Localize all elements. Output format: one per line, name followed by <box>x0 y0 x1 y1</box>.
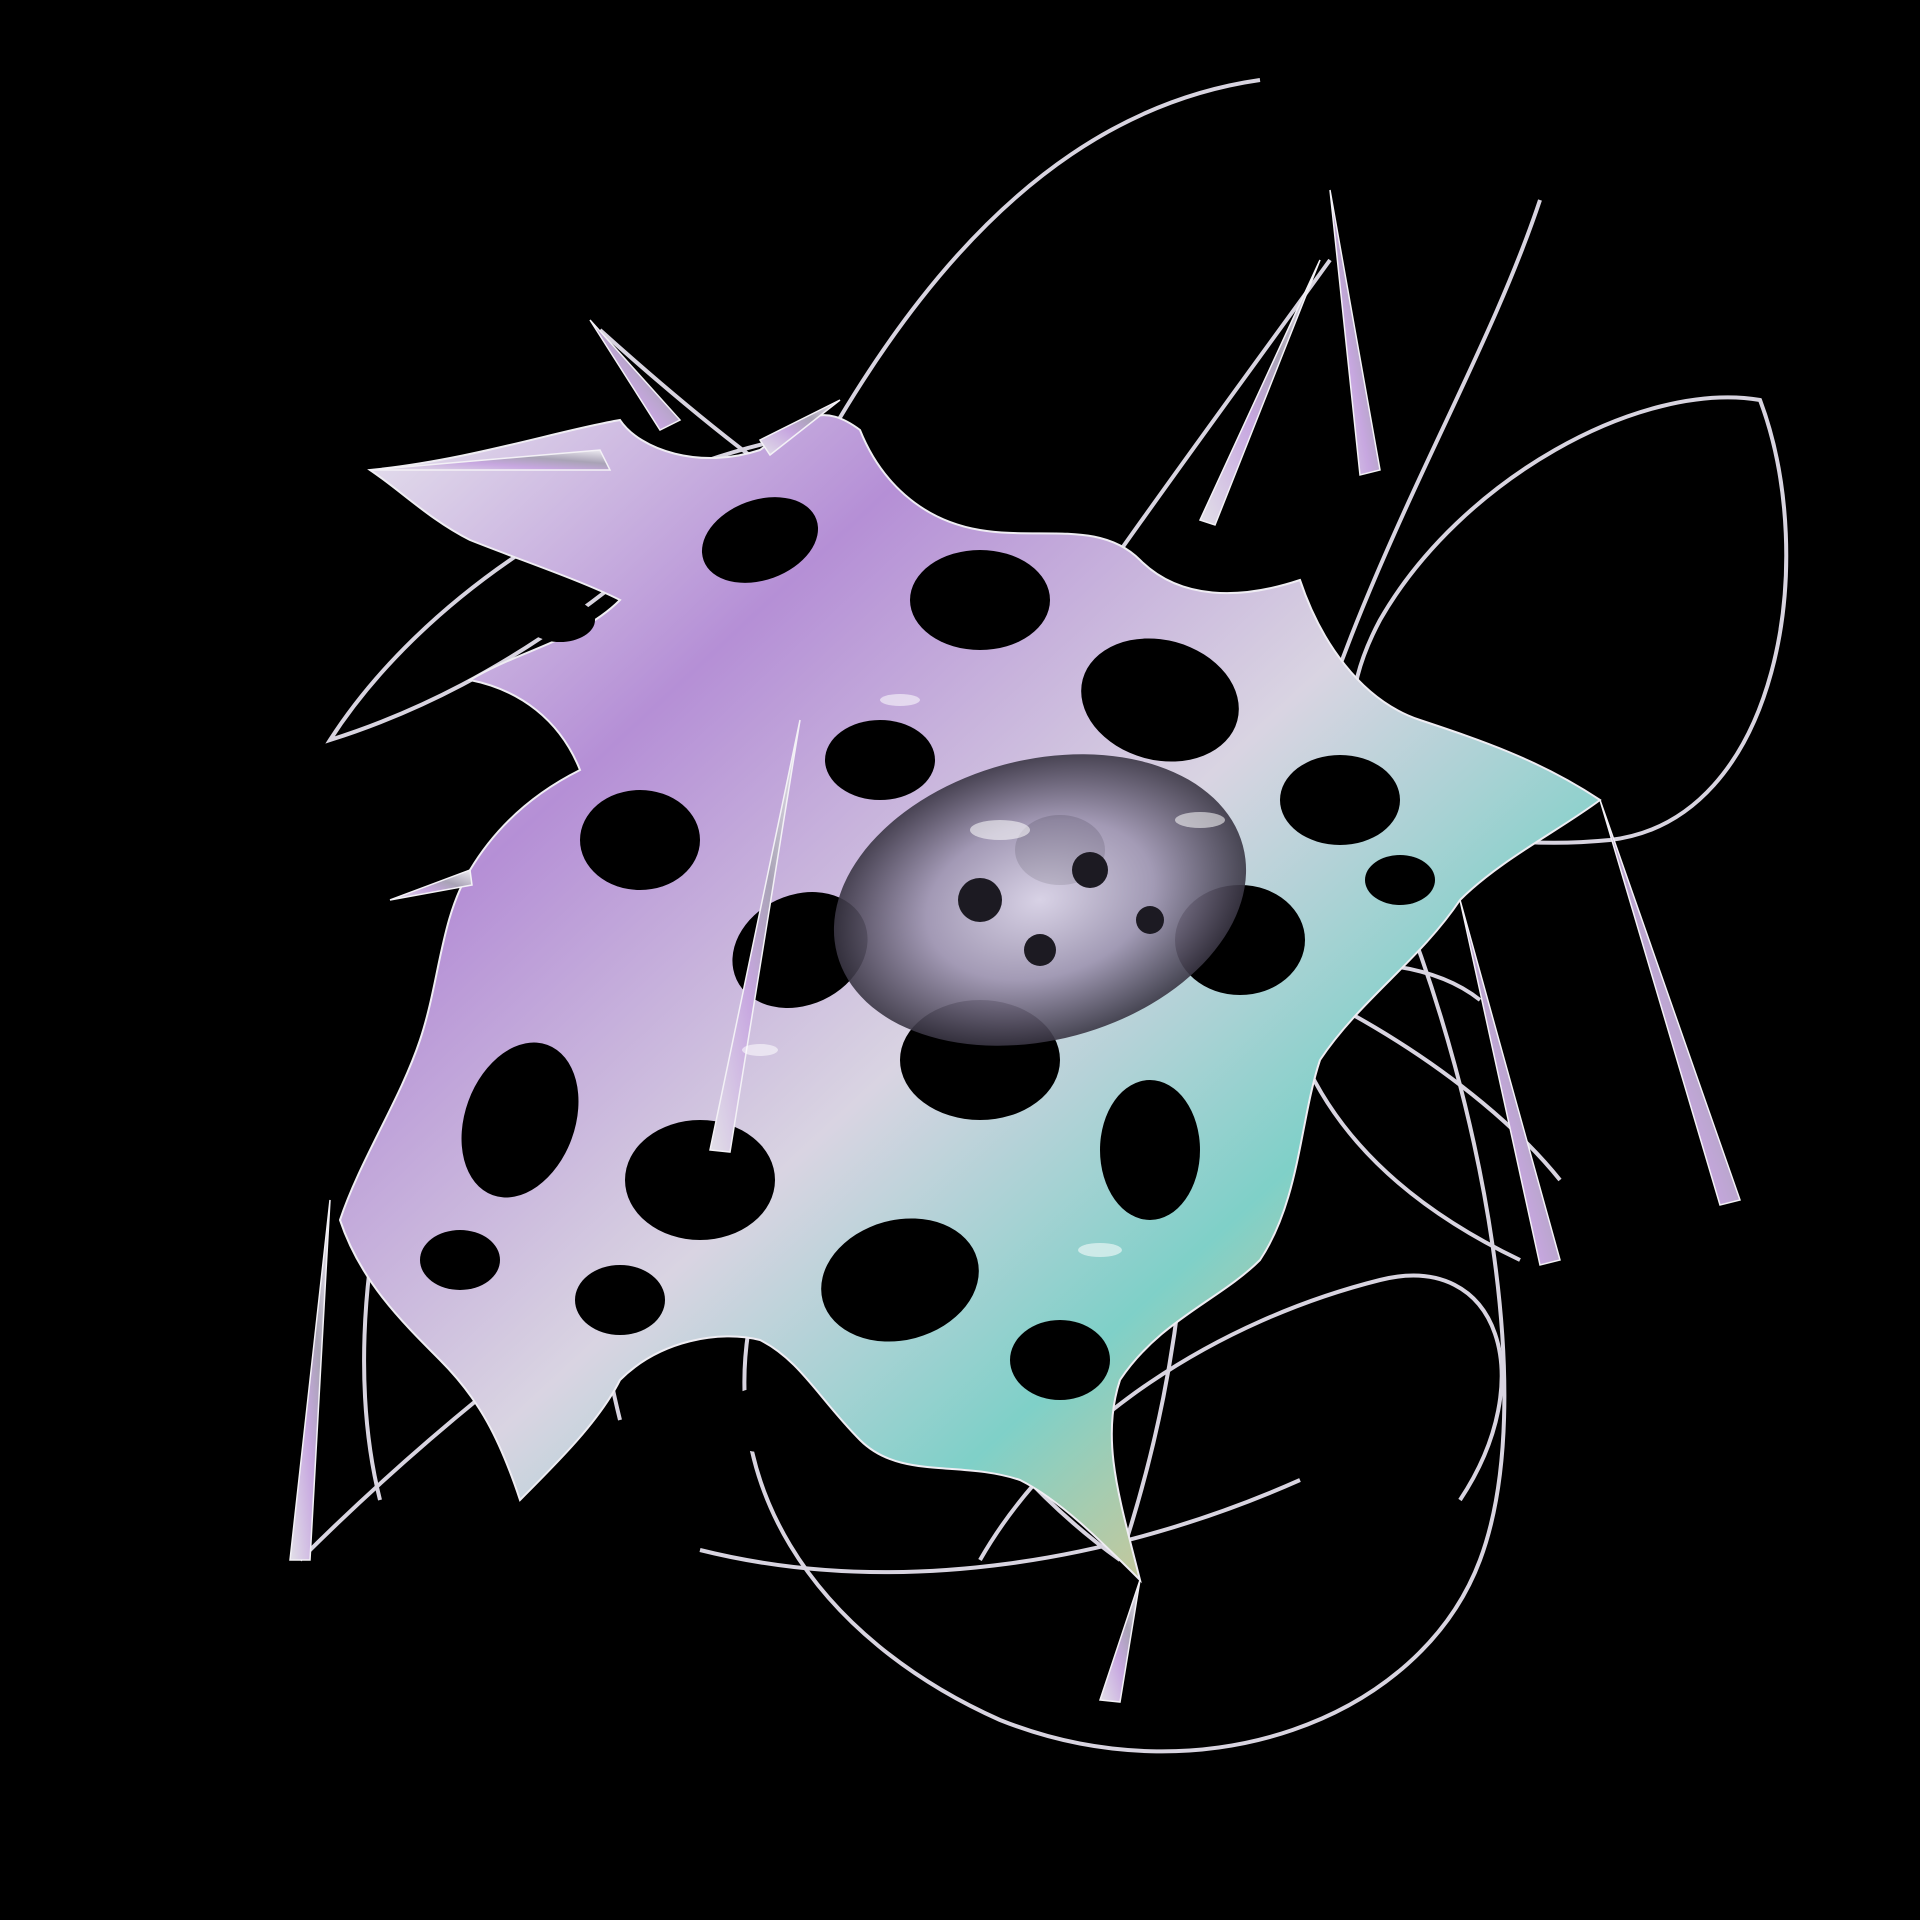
webbed-membrane-body <box>338 414 1602 1584</box>
surface-highlights <box>742 694 1225 1257</box>
spiky-tendrils <box>289 189 1741 1703</box>
